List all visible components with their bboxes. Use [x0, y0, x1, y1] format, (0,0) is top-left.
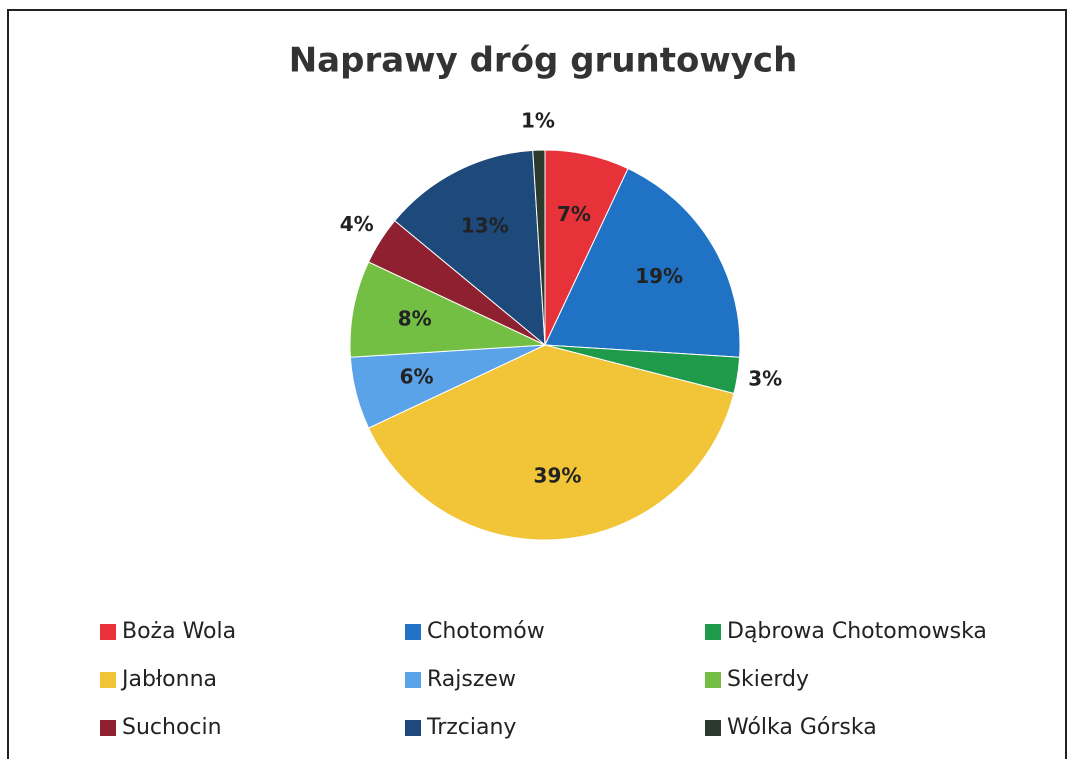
legend-label: Dąbrowa Chotomowska [727, 619, 987, 644]
pie-slice [544, 167, 741, 358]
data-label: 4% [340, 212, 374, 236]
chart-title: Naprawy dróg gruntowych [289, 41, 798, 81]
legend-label: Rajszew [427, 667, 516, 692]
legend-label: Trzciany [426, 715, 516, 740]
data-label: 19% [635, 264, 683, 288]
legend-swatch [100, 720, 116, 736]
pie-slice [532, 149, 546, 346]
data-label: 7% [557, 202, 591, 226]
legend-label: Suchocin [122, 715, 222, 740]
legend-swatch [100, 672, 116, 688]
legend-swatch [705, 624, 721, 640]
legend-swatch [405, 672, 421, 688]
legend-swatch [405, 624, 421, 640]
legend-label: Skierdy [727, 667, 809, 692]
legend-label: Wólka Górska [727, 715, 877, 740]
pie-slice [394, 149, 546, 347]
pie-slice [367, 344, 735, 541]
legend-label: Boża Wola [122, 619, 236, 644]
data-label: 6% [400, 364, 434, 388]
legend-swatch [705, 720, 721, 736]
legend-label: Jabłonna [120, 667, 217, 692]
legend-label: Chotomów [427, 619, 545, 644]
legend-swatch [405, 720, 421, 736]
pie-slice [349, 261, 546, 358]
data-label: 1% [521, 109, 555, 133]
data-label: 13% [461, 213, 509, 237]
legend-swatch [100, 624, 116, 640]
legend-swatch [705, 672, 721, 688]
data-label: 8% [398, 307, 432, 331]
data-label: 39% [534, 464, 582, 488]
data-label: 3% [748, 366, 782, 390]
